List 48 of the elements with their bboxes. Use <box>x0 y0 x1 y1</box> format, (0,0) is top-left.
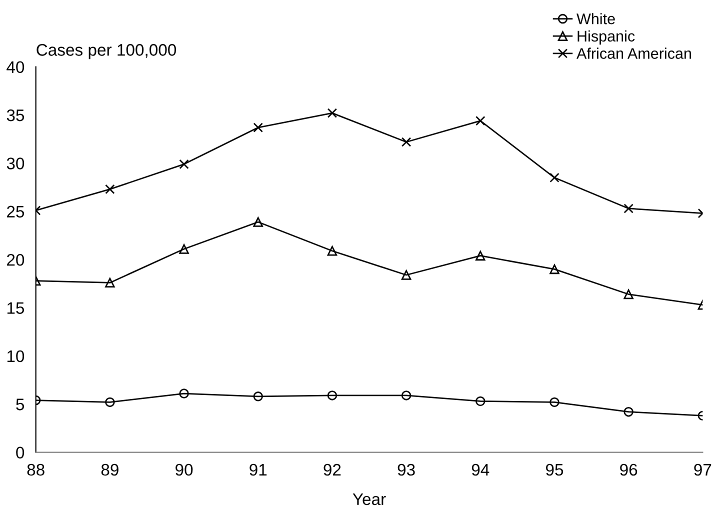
legend-label: African American <box>576 48 691 59</box>
point <box>105 184 115 194</box>
x-tick-label: 93 <box>398 464 415 476</box>
point <box>624 406 634 417</box>
x-tick-label: 90 <box>176 464 193 476</box>
y-tick-label: 0 <box>16 446 24 459</box>
point <box>179 388 189 398</box>
y-tick-label: 15 <box>7 302 24 314</box>
point <box>327 108 338 118</box>
point <box>401 270 412 280</box>
x-tick-label: 91 <box>250 464 267 476</box>
point <box>624 289 634 300</box>
point <box>624 204 634 214</box>
point <box>401 137 412 147</box>
x-tick-label: 96 <box>620 464 638 476</box>
point <box>105 397 115 408</box>
point <box>550 172 560 183</box>
x-axis-title: Year <box>352 493 386 506</box>
point <box>179 244 189 254</box>
point <box>550 397 560 408</box>
x-tick-label: 97 <box>694 464 712 476</box>
x-tick-label: 88 <box>27 464 44 476</box>
point <box>253 217 263 227</box>
point <box>179 159 189 170</box>
point <box>476 396 486 406</box>
legend-label: White <box>576 13 615 24</box>
x-tick-label: 92 <box>324 464 341 476</box>
y-tick-label: 40 <box>6 61 24 74</box>
point <box>253 122 263 132</box>
point <box>327 390 338 400</box>
point <box>550 264 560 274</box>
x-tick-label: 95 <box>546 464 564 476</box>
x-tick-label: 94 <box>472 464 490 476</box>
point <box>401 390 412 400</box>
point <box>105 278 115 288</box>
legend-label: Hispanic <box>578 30 635 45</box>
point <box>327 246 338 256</box>
point <box>476 250 486 261</box>
x-tick-label: 89 <box>101 464 118 476</box>
y-tick-label: 5 <box>16 398 24 410</box>
point <box>476 116 486 126</box>
y-tick-label: 30 <box>6 158 24 170</box>
y-tick-label: 35 <box>6 109 24 122</box>
y-tick-label: 20 <box>7 254 24 266</box>
point <box>253 392 263 402</box>
y-tick-label: 10 <box>7 350 24 362</box>
y-tick-label: 25 <box>7 206 24 218</box>
y-axis-title: Cases per 100,000 <box>36 44 176 60</box>
